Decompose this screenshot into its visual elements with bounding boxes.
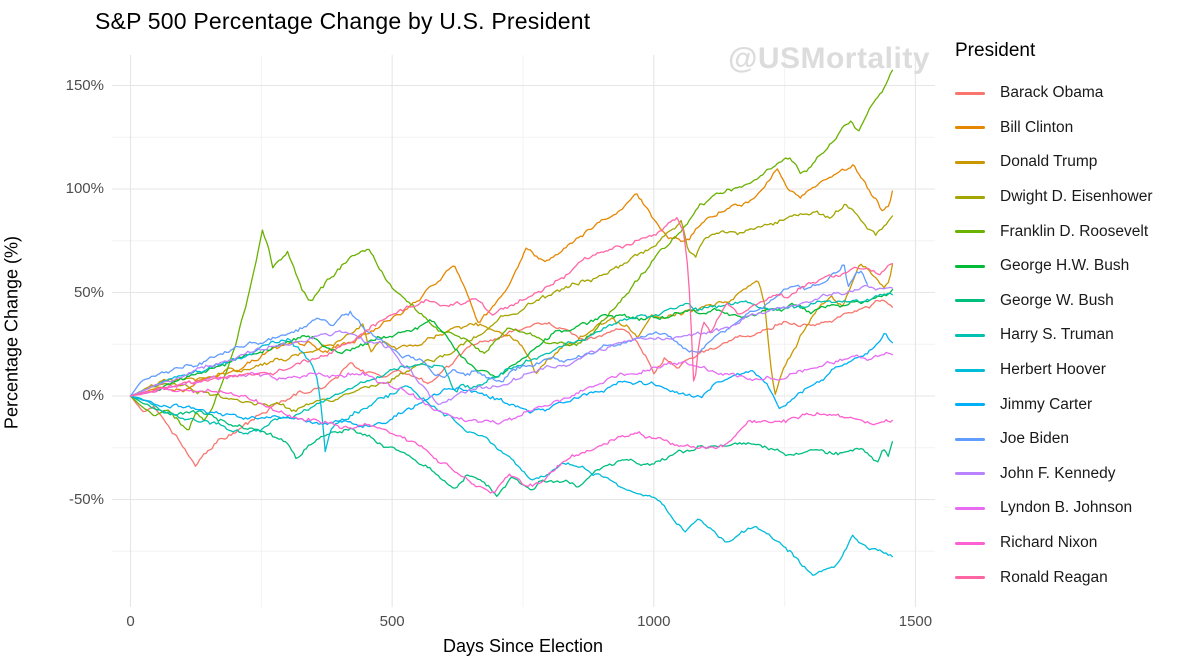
series-line-ronald-reagan bbox=[129, 216, 894, 397]
legend-label: Franklin D. Roosevelt bbox=[1000, 222, 1149, 240]
legend-label: Joe Biden bbox=[1000, 430, 1069, 448]
series-line-jimmy-carter bbox=[129, 332, 894, 429]
series-line-donald-trump bbox=[129, 263, 894, 397]
legend-item-george-w-bush: George W. Bush bbox=[955, 284, 1195, 319]
legend-label: Bill Clinton bbox=[1000, 118, 1074, 136]
legend-swatch bbox=[955, 368, 985, 372]
legend-swatch bbox=[955, 333, 985, 337]
legend-item-george-h-w-bush: George H.W. Bush bbox=[955, 249, 1195, 284]
series-line-george-w-bush bbox=[129, 395, 894, 497]
legend-swatch bbox=[955, 160, 985, 164]
legend-swatch bbox=[955, 576, 985, 580]
legend-swatch bbox=[955, 299, 985, 303]
legend-item-bill-clinton: Bill Clinton bbox=[955, 111, 1195, 146]
series-line-bill-clinton bbox=[129, 164, 894, 397]
y-tick-label: 50% bbox=[73, 283, 104, 301]
series-line-franklin-d-roosevelt bbox=[129, 69, 894, 431]
legend-item-barack-obama: Barack Obama bbox=[955, 76, 1195, 111]
x-tick-label: 1500 bbox=[898, 613, 933, 630]
legend-item-john-f-kennedy: John F. Kennedy bbox=[955, 457, 1195, 492]
legend-label: Jimmy Carter bbox=[1000, 395, 1093, 413]
y-axis-title: Percentage Change (%) bbox=[1, 235, 22, 430]
legend-label: John F. Kennedy bbox=[1000, 464, 1116, 482]
y-tick-label: 100% bbox=[65, 180, 104, 197]
legend-swatch bbox=[955, 437, 985, 441]
series-line-joe-biden bbox=[129, 264, 868, 397]
series-line-john-f-kennedy bbox=[129, 284, 894, 406]
legend-swatch bbox=[955, 230, 985, 234]
x-tick-label: 1000 bbox=[637, 613, 671, 630]
chart-title: S&P 500 Percentage Change by U.S. Presid… bbox=[95, 8, 591, 34]
series-line-lyndon-b-johnson bbox=[129, 351, 894, 425]
legend-item-richard-nixon: Richard Nixon bbox=[955, 526, 1195, 561]
legend-swatch bbox=[955, 264, 985, 268]
legend-item-dwight-d-eisenhower: Dwight D. Eisenhower bbox=[955, 180, 1195, 215]
series-line-barack-obama bbox=[129, 299, 894, 467]
legend-label: Dwight D. Eisenhower bbox=[1000, 188, 1153, 206]
legend-item-herbert-hoover: Herbert Hoover bbox=[955, 353, 1195, 388]
series-line-harry-s-truman bbox=[129, 292, 894, 435]
y-tick-label: -50% bbox=[68, 490, 104, 508]
legend-label: Harry S. Truman bbox=[1000, 326, 1114, 344]
legend-label: George W. Bush bbox=[1000, 291, 1114, 309]
x-tick-label: 500 bbox=[379, 613, 405, 630]
legend-label: Herbert Hoover bbox=[1000, 361, 1106, 379]
legend-items: Barack Obama Bill Clinton Donald Trump Dwig… bbox=[955, 76, 1195, 595]
legend-label: Barack Obama bbox=[1000, 84, 1104, 102]
series-line-george-h-w-bush bbox=[129, 288, 894, 397]
series-line-herbert-hoover bbox=[129, 337, 894, 576]
legend-title: President bbox=[955, 40, 1036, 61]
legend-swatch bbox=[955, 91, 985, 95]
series-line-richard-nixon bbox=[129, 387, 894, 494]
legend-label: Ronald Reagan bbox=[1000, 568, 1108, 586]
legend-swatch bbox=[955, 541, 985, 545]
legend-item-harry-s-truman: Harry S. Truman bbox=[955, 318, 1195, 353]
legend-item-donald-trump: Donald Trump bbox=[955, 145, 1195, 180]
legend-item-jimmy-carter: Jimmy Carter bbox=[955, 387, 1195, 422]
legend-swatch bbox=[955, 506, 985, 510]
legend-label: Richard Nixon bbox=[1000, 534, 1098, 552]
legend-item-lyndon-b-johnson: Lyndon B. Johnson bbox=[955, 491, 1195, 526]
legend-item-joe-biden: Joe Biden bbox=[955, 422, 1195, 457]
watermark: @USMortality bbox=[728, 42, 930, 75]
x-axis-title: Days Since Election bbox=[442, 636, 604, 656]
y-tick-label: 0% bbox=[82, 387, 104, 404]
legend-swatch bbox=[955, 403, 985, 407]
legend-label: Donald Trump bbox=[1000, 153, 1098, 171]
legend-swatch bbox=[955, 126, 985, 130]
y-tick-label: 150% bbox=[65, 76, 104, 94]
legend-swatch bbox=[955, 472, 985, 476]
series-line-dwight-d-eisenhower bbox=[129, 203, 894, 413]
legend-swatch bbox=[955, 195, 985, 199]
legend: President Barack Obama Bill Clinton Donald… bbox=[955, 40, 1195, 595]
legend-label: George H.W. Bush bbox=[1000, 257, 1130, 275]
legend-item-ronald-reagan: Ronald Reagan bbox=[955, 560, 1195, 595]
legend-label: Lyndon B. Johnson bbox=[1000, 499, 1133, 517]
x-tick-label: 0 bbox=[126, 613, 135, 630]
legend-item-franklin-d-roosevelt: Franklin D. Roosevelt bbox=[955, 214, 1195, 249]
